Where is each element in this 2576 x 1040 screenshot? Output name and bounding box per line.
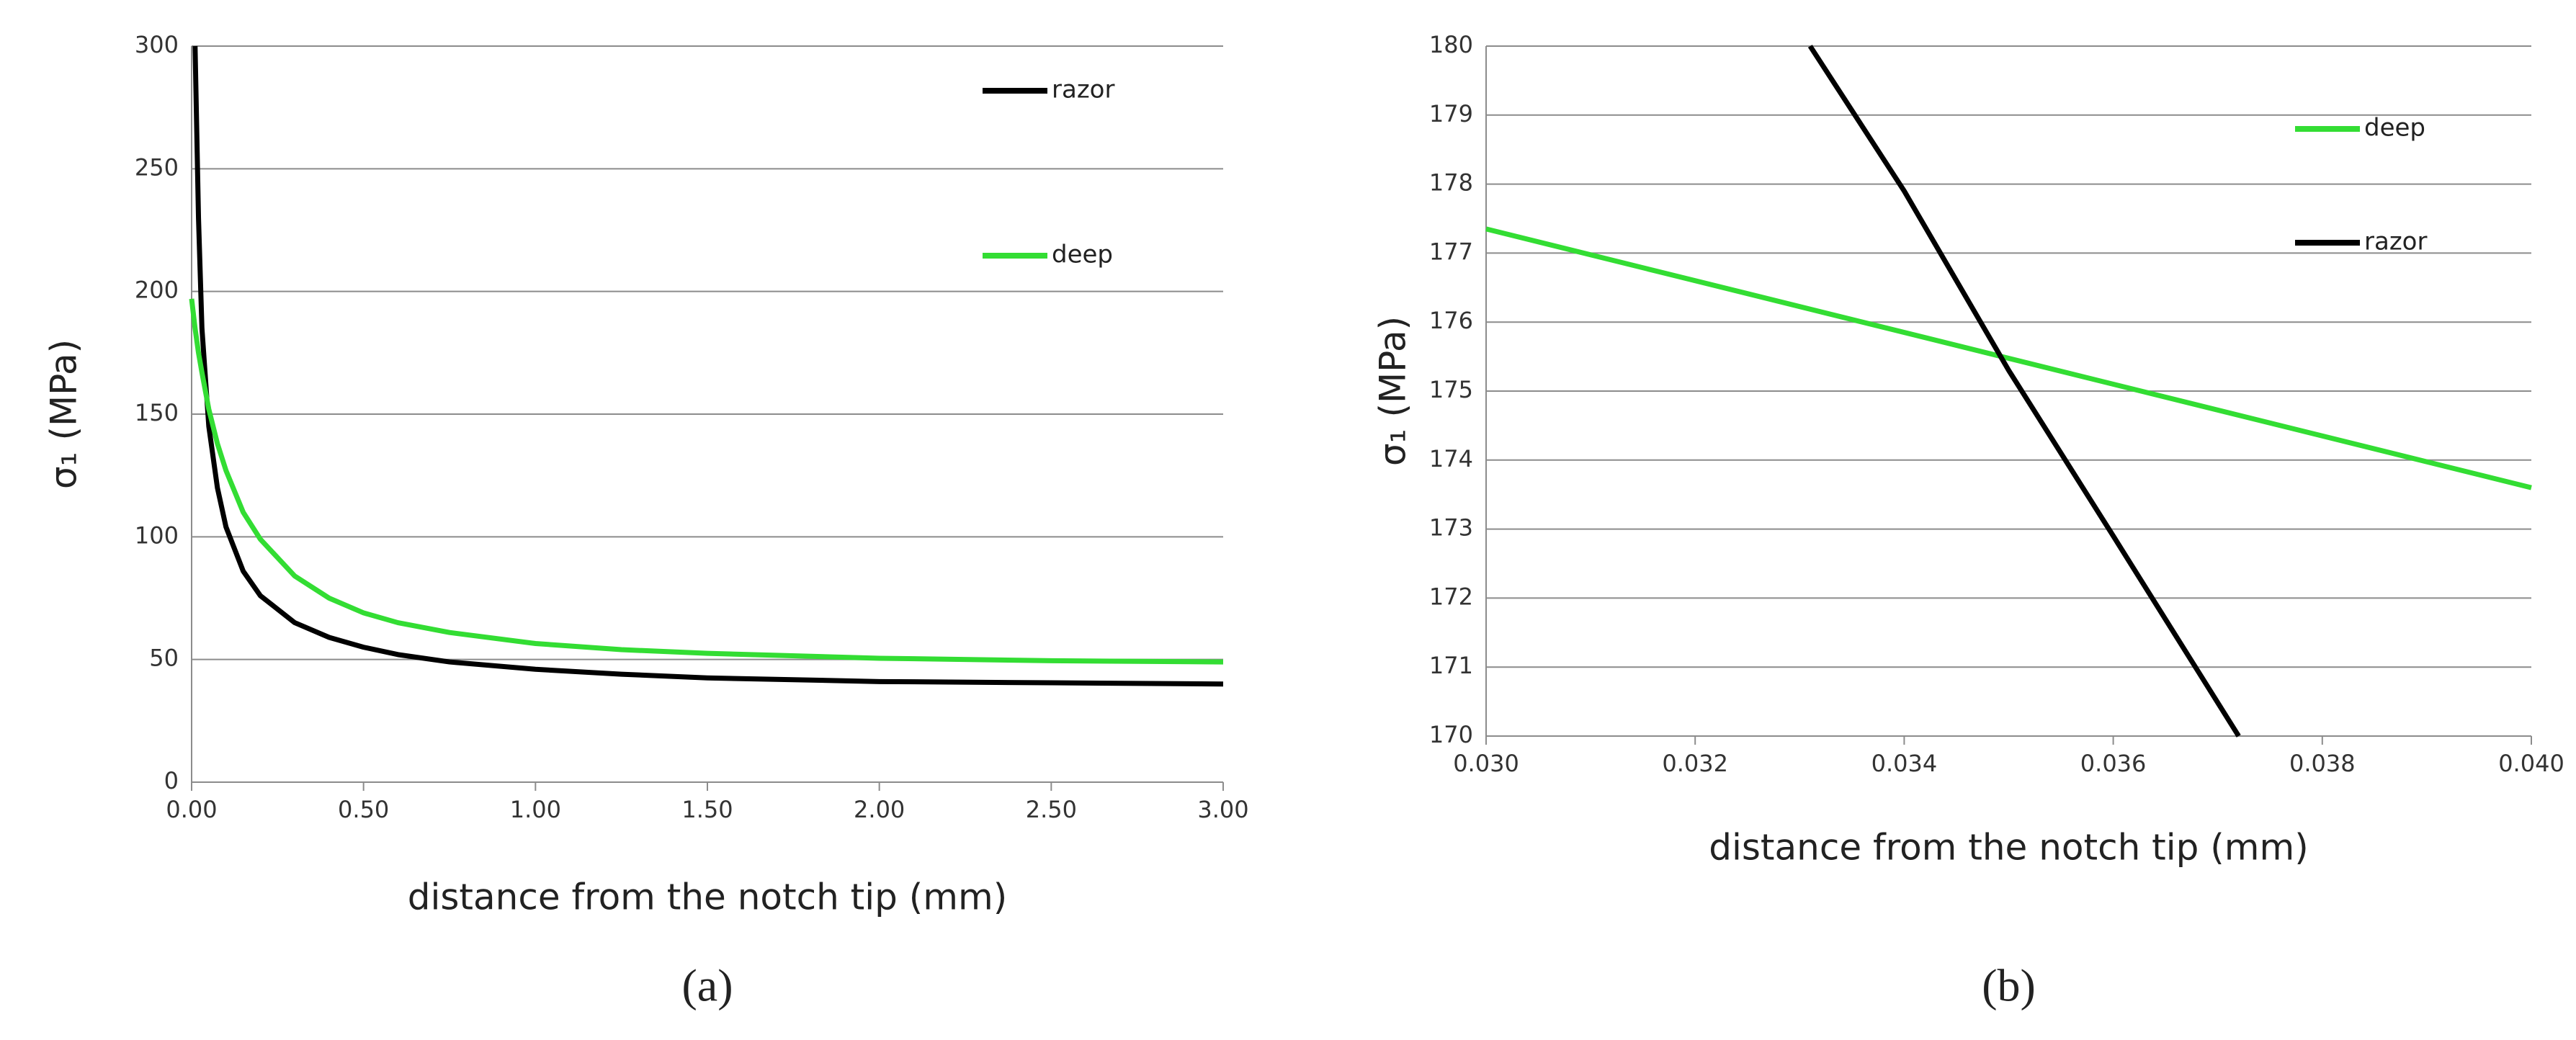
legend-label: razor — [1052, 76, 1114, 104]
x-tick-label: 0.50 — [338, 796, 389, 823]
x-tick-label: 0.036 — [2080, 750, 2147, 777]
x-tick-label: 2.50 — [1026, 796, 1077, 823]
series-line — [192, 45, 1224, 687]
y-tick-label: 50 — [149, 645, 179, 672]
x-tick-label: 1.50 — [681, 796, 733, 823]
y-tick-label: 173 — [1429, 514, 1473, 542]
y-tick-label: 100 — [135, 521, 179, 549]
y-tick-label: 172 — [1429, 583, 1473, 610]
y-tick-label: 177 — [1429, 238, 1473, 265]
x-tick-label: 0.030 — [1453, 750, 1519, 777]
y-tick-label: 150 — [135, 399, 179, 426]
y-tick-label: 300 — [135, 31, 179, 58]
x-tick-label: 1.00 — [510, 796, 561, 823]
legend-label: razor — [2364, 228, 2427, 256]
legend-label: deep — [1052, 241, 1113, 269]
y-axis-title: σ₁ (MPa) — [43, 339, 85, 489]
y-tick-label: 178 — [1429, 169, 1473, 197]
series-line — [1485, 226, 2532, 490]
series-line — [189, 298, 1224, 665]
x-tick-label: 0.00 — [166, 796, 217, 823]
y-tick-label: 180 — [1429, 31, 1473, 58]
y-tick-label: 250 — [135, 153, 179, 181]
y-tick-label: 171 — [1429, 652, 1473, 679]
legend-label: deep — [2364, 114, 2425, 143]
y-tick-label: 175 — [1429, 376, 1473, 403]
x-tick-label: 0.040 — [2498, 750, 2564, 777]
y-axis-title: σ₁ (MPa) — [1372, 316, 1414, 466]
y-tick-label: 174 — [1429, 445, 1473, 472]
y-tick-label: 176 — [1429, 307, 1473, 334]
x-axis-title: distance from the notch tip (mm) — [408, 877, 1007, 918]
caption: (a) — [681, 960, 733, 1011]
x-tick-label: 3.00 — [1197, 796, 1248, 823]
series-line — [1807, 45, 2241, 738]
x-tick-label: 0.032 — [1662, 750, 1728, 777]
y-tick-label: 200 — [135, 277, 179, 304]
y-tick-label: 170 — [1429, 721, 1473, 748]
x-axis-title: distance from the notch tip (mm) — [1709, 827, 2308, 869]
x-tick-label: 0.038 — [2289, 750, 2356, 777]
caption: (b) — [1982, 960, 2036, 1011]
y-tick-label: 0 — [164, 767, 179, 794]
y-tick-label: 179 — [1429, 100, 1473, 127]
x-tick-label: 0.034 — [1871, 750, 1938, 777]
x-tick-label: 2.00 — [854, 796, 905, 823]
